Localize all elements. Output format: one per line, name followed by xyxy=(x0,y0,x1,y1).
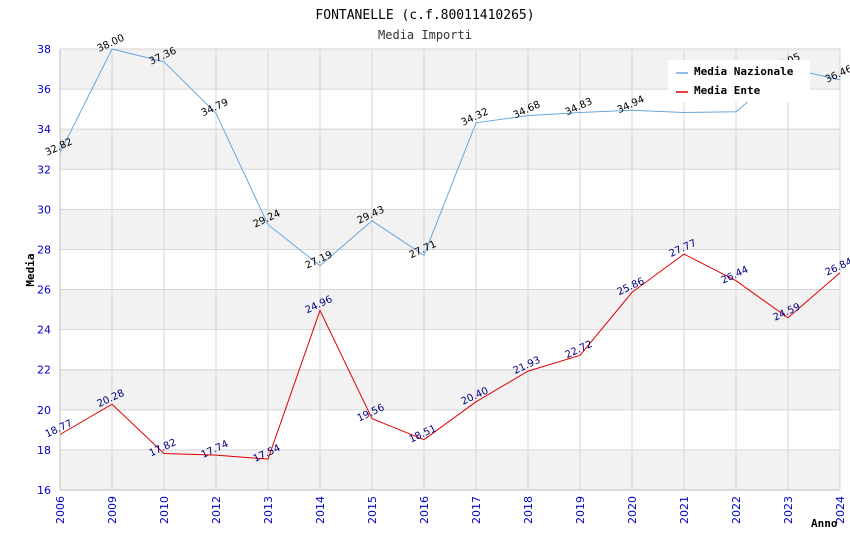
grid-band xyxy=(60,209,840,250)
y-tick-label: 18 xyxy=(37,444,51,457)
y-tick-label: 26 xyxy=(37,284,51,297)
y-tick-label: 28 xyxy=(37,243,51,256)
y-tick-label: 36 xyxy=(37,83,51,96)
x-tick-label: 2024 xyxy=(834,496,847,524)
x-tick-label: 2006 xyxy=(54,496,67,524)
grid-bands xyxy=(60,49,840,490)
data-label: 34.79 xyxy=(200,97,231,119)
y-tick-label: 34 xyxy=(37,123,51,136)
legend-label-media-nazionale: Media Nazionale xyxy=(694,65,794,78)
series-line-media-ente xyxy=(59,253,841,460)
x-tick-label: 2020 xyxy=(626,496,639,524)
y-tick-label: 24 xyxy=(37,324,51,337)
x-tick-label: 2022 xyxy=(730,496,743,524)
x-tick-label: 2021 xyxy=(678,496,691,524)
y-tick-label: 30 xyxy=(37,203,51,216)
legend: Media Nazionale Media Ente xyxy=(668,60,810,102)
x-tick-label: 2015 xyxy=(366,496,379,524)
x-tick-label: 2023 xyxy=(782,496,795,524)
x-tick-label: 2013 xyxy=(262,496,275,524)
data-label: 27.19 xyxy=(304,249,335,271)
x-tick-label: 2016 xyxy=(418,496,431,524)
x-tick-label: 2018 xyxy=(522,496,535,524)
data-label: 34.83 xyxy=(564,96,595,118)
x-tick-label: 2010 xyxy=(158,496,171,524)
x-tick-label: 2014 xyxy=(314,496,327,524)
grid-band xyxy=(60,449,840,490)
y-tick-labels: 16 18 20 22 24 26 28 30 32 34 36 38 xyxy=(37,43,51,497)
y-tick-label: 16 xyxy=(37,484,51,497)
grid-lines xyxy=(59,48,841,491)
legend-box xyxy=(668,60,810,102)
data-label: 34.94 xyxy=(616,94,647,116)
grid-band xyxy=(60,129,840,170)
grid-band xyxy=(60,369,840,410)
x-axis-title: Anno xyxy=(811,517,838,530)
x-tick-labels: 2006 2009 2010 2012 2013 2014 2015 2016 2017 2018… xyxy=(54,496,847,524)
y-axis-title: Media xyxy=(24,253,37,286)
data-label: 22.72 xyxy=(564,339,595,361)
y-tick-label: 20 xyxy=(37,404,51,417)
series-lines xyxy=(59,48,841,460)
x-tick-label: 2017 xyxy=(470,496,483,524)
y-tick-label: 38 xyxy=(37,43,51,56)
x-tick-label: 2009 xyxy=(106,496,119,524)
data-label: 34.68 xyxy=(512,99,543,121)
y-tick-label: 22 xyxy=(37,364,51,377)
chart-title: FONTANELLE (c.f.80011410265) xyxy=(315,8,534,23)
x-tick-label: 2012 xyxy=(210,496,223,524)
chart-subtitle: Media Importi xyxy=(378,28,472,42)
data-label: 26.44 xyxy=(720,264,751,286)
grid-band xyxy=(60,289,840,330)
legend-label-media-ente: Media Ente xyxy=(694,84,761,97)
axes xyxy=(59,49,840,491)
y-tick-label: 32 xyxy=(37,163,51,176)
data-label: 18.51 xyxy=(408,423,439,445)
x-tick-label: 2019 xyxy=(574,496,587,524)
series-line-media-nazionale xyxy=(59,48,841,267)
data-label: 18.77 xyxy=(44,418,75,440)
